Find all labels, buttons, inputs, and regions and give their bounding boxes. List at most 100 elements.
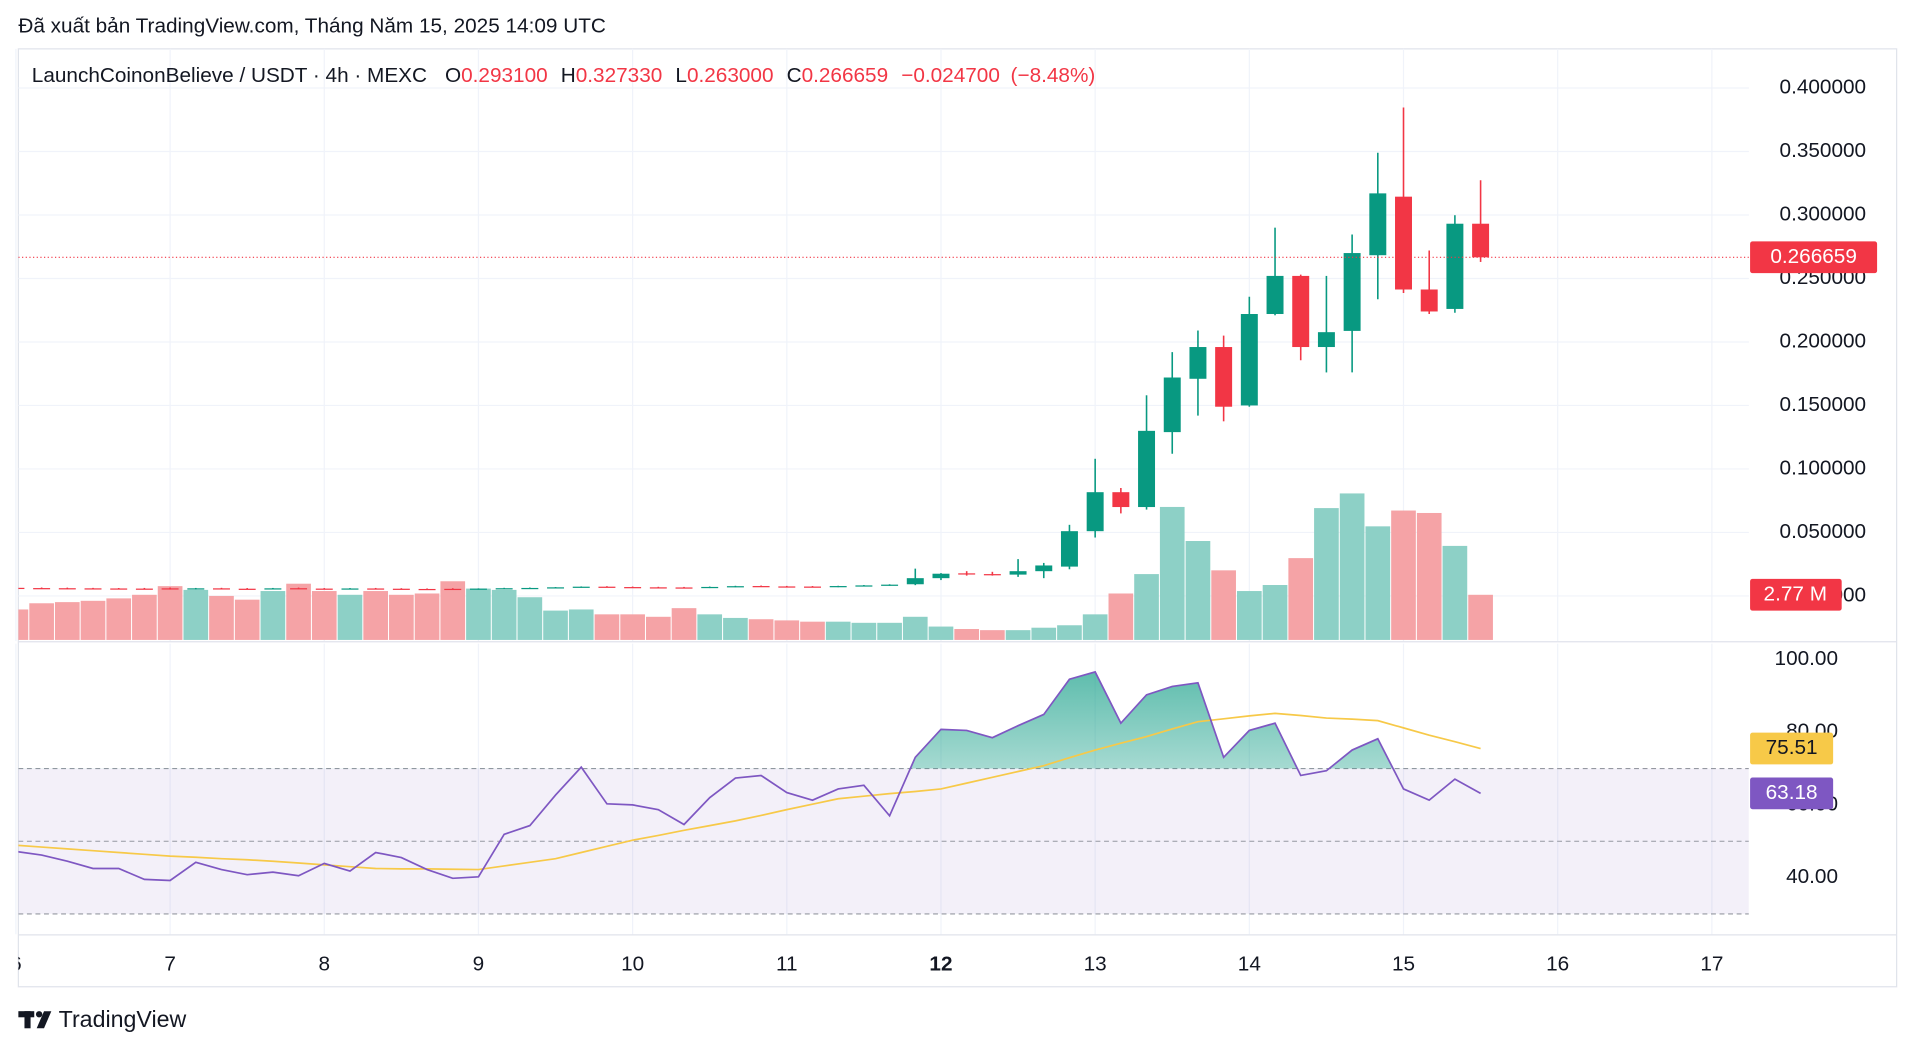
candle-body — [1343, 253, 1361, 331]
candle-body — [855, 585, 873, 587]
candle-body — [238, 588, 256, 590]
volume-bar — [1468, 594, 1493, 640]
rsi-ma-label-box — [1750, 732, 1834, 765]
legend-change: −0.024700 — [901, 64, 1000, 87]
candle-body — [1240, 314, 1258, 406]
volume-bar — [1082, 614, 1108, 640]
volume-bar — [389, 594, 414, 640]
volume-bar — [29, 603, 54, 640]
brand-logo — [18, 1011, 52, 1029]
last-price-label: 0.266659 — [1770, 245, 1857, 268]
candle-body — [315, 588, 333, 590]
volume-bar — [1236, 591, 1262, 640]
grid — [15, 48, 1749, 935]
volume-bar — [825, 621, 851, 640]
volume-bar — [543, 610, 568, 640]
x-tick-label: 7 — [164, 952, 176, 975]
rsi-tick-label: 100.00 — [1775, 647, 1838, 670]
volume-bar — [260, 591, 286, 640]
chart-frame — [17, 48, 1898, 988]
volume-bar — [594, 614, 620, 640]
volume-bar — [954, 629, 980, 640]
volume-bar — [1185, 541, 1211, 640]
candle-body — [418, 588, 436, 591]
volume-bar — [1314, 508, 1339, 640]
candle-body — [1112, 492, 1130, 508]
volume-bar — [774, 620, 800, 640]
volume-bar — [1134, 574, 1159, 640]
legend-key: H — [561, 64, 576, 87]
rsi-label: 63.18 — [1766, 781, 1818, 804]
legend-key: L — [675, 64, 687, 87]
volume-bar — [928, 626, 954, 640]
volume-bar — [106, 598, 132, 640]
y-tick-label: 0.300000 — [1780, 202, 1867, 225]
candle-body — [958, 573, 976, 575]
candle-body — [1138, 430, 1156, 508]
volume-bar — [157, 586, 183, 640]
candle-body — [1292, 275, 1310, 348]
candle-body — [726, 586, 744, 588]
volume-bar — [414, 593, 440, 640]
candle-body — [392, 588, 410, 590]
candle-body — [341, 588, 359, 590]
x-axis: 6 7 8 9 10 11 12 13 14 15 16 17 — [10, 952, 1723, 975]
candle-body — [1189, 347, 1207, 379]
volume-bar — [877, 622, 902, 640]
volume-bar — [1031, 627, 1057, 640]
legend-change-pct: (−8.48%) — [1011, 64, 1096, 87]
candle-body — [778, 586, 796, 588]
candle-body — [1369, 193, 1387, 256]
y-tick-label: 0.200000 — [1780, 329, 1867, 352]
legend: LaunchCoinonBelieve / USDT · 4h · MEXC O… — [32, 64, 1096, 87]
candle-body — [1266, 275, 1284, 315]
candle-body — [829, 586, 847, 588]
x-tick-label: 6 — [10, 952, 22, 975]
volume-bar — [337, 594, 363, 640]
candle-body — [187, 588, 205, 590]
volume-bar — [209, 595, 234, 640]
candle-body — [1215, 347, 1233, 407]
candle-body — [1472, 223, 1490, 258]
volume-bar — [723, 617, 748, 640]
rsi-ma-line — [18, 712, 1481, 871]
candle-body — [495, 588, 513, 590]
volume-bar — [132, 594, 157, 640]
y-tick-label: 0.100000 — [1780, 456, 1867, 479]
candle-body — [932, 573, 950, 579]
candle-body — [521, 587, 539, 590]
x-tick-label: 16 — [1546, 952, 1569, 975]
candle-body — [161, 588, 179, 590]
volume-bar — [748, 619, 774, 640]
volume-bar — [1288, 558, 1314, 640]
volume-bar — [234, 599, 260, 640]
volume-bar — [645, 616, 671, 640]
volume-bar — [620, 614, 645, 640]
volume-bar — [1365, 526, 1391, 640]
x-tick-label: 10 — [621, 952, 644, 975]
price-axis: 0.0000000.0500000.1000000.1500000.200000… — [1750, 75, 1878, 888]
candle-body — [264, 588, 282, 590]
candle-body — [1317, 332, 1335, 348]
candle-body — [444, 588, 462, 591]
candle-body — [675, 587, 693, 589]
volume-bar — [491, 589, 517, 640]
candle-body — [110, 588, 128, 590]
legend-value: 0.263000 — [687, 64, 774, 87]
volume-bar — [18, 609, 29, 640]
volume-bar — [1416, 512, 1442, 640]
candle-body — [881, 584, 899, 586]
price-pane — [18, 107, 1749, 640]
candle-body — [18, 587, 25, 590]
y-tick-label: 0.050000 — [1780, 520, 1867, 543]
volume-bar — [697, 614, 723, 640]
candle-body — [290, 588, 308, 590]
candle-body — [1009, 571, 1027, 575]
volume-bar — [1339, 493, 1365, 640]
x-tick-label: 17 — [1700, 952, 1723, 975]
candle-body — [701, 586, 719, 589]
brand-name: TradingView — [59, 1006, 187, 1032]
x-tick-label: 11 — [776, 952, 798, 975]
